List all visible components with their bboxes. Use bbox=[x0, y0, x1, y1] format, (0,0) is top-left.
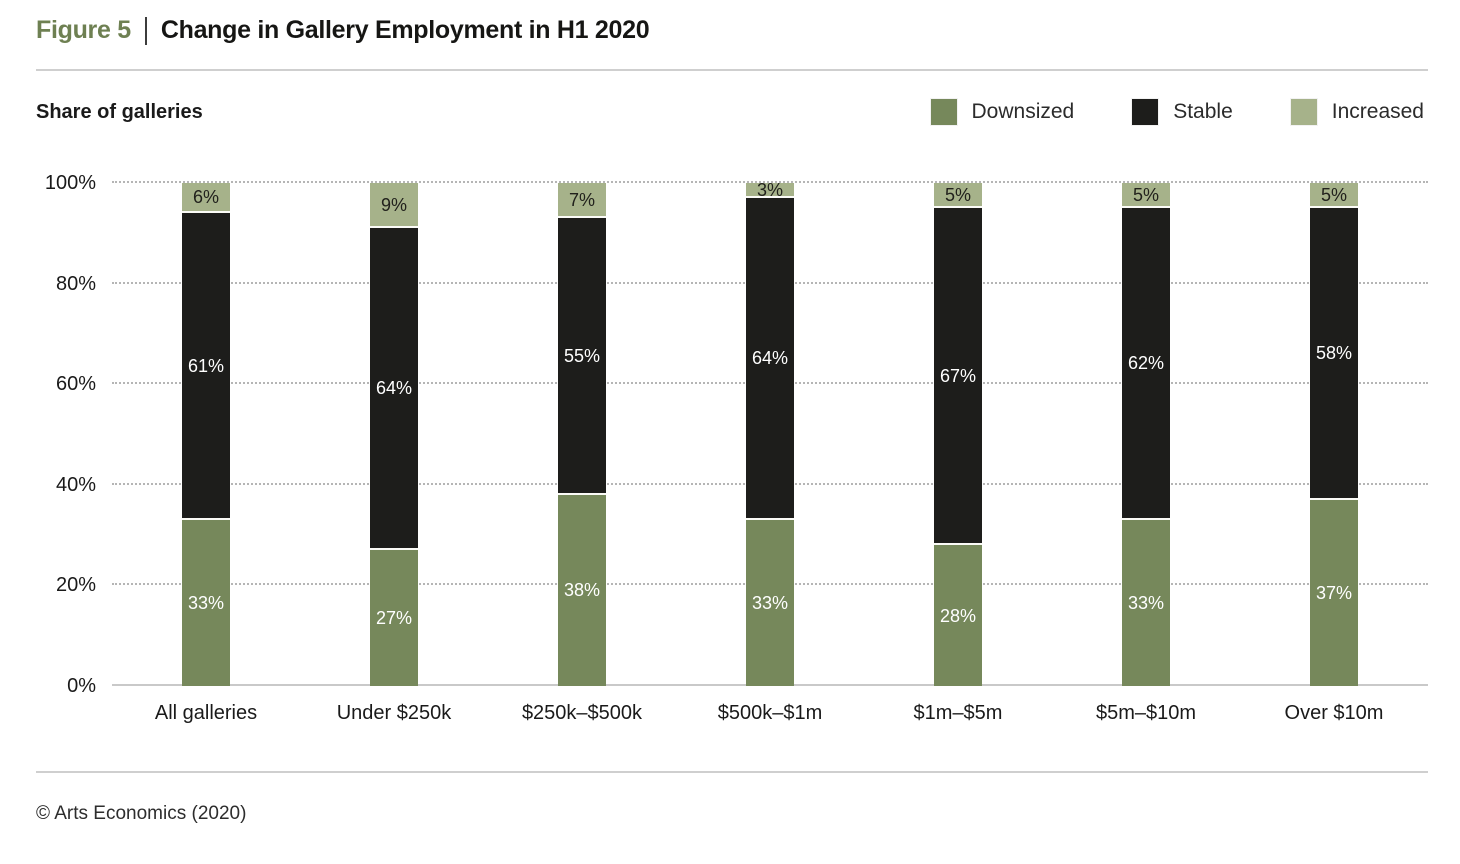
bar-segment-stable: 55% bbox=[558, 218, 606, 495]
figure-title-row: Figure 5 Change in Gallery Employment in… bbox=[36, 16, 1428, 45]
x-axis-label: $250k–$500k bbox=[521, 702, 643, 724]
bar-segment-increased: 7% bbox=[558, 183, 606, 219]
title-divider bbox=[144, 16, 147, 45]
figure-number-label: Figure 5 bbox=[36, 16, 131, 44]
subheader-row: Share of galleries Downsized Stable Increa… bbox=[36, 98, 1428, 126]
bar-segment-increased: 9% bbox=[370, 183, 418, 229]
bar-column: 28% 67% 5% bbox=[864, 183, 1052, 686]
gridline-100 bbox=[112, 181, 1428, 183]
bar-segment-increased: 3% bbox=[746, 181, 794, 199]
legend-swatch-icon bbox=[929, 98, 958, 126]
stacked-bar: 37% 58% 5% bbox=[1310, 183, 1358, 686]
y-axis-tick: 100% bbox=[44, 172, 96, 194]
x-axis-label: Over $10m bbox=[1284, 702, 1384, 724]
bar-segment-downsized: 33% bbox=[1122, 520, 1170, 686]
bar-segment-downsized: 33% bbox=[182, 520, 230, 686]
x-axis-label: $1m–$5m bbox=[913, 702, 1003, 724]
x-axis-label: $500k–$1m bbox=[717, 702, 823, 724]
bar-column: 27% 64% 9% bbox=[300, 183, 488, 686]
bar-segment-downsized: 37% bbox=[1310, 499, 1358, 686]
y-axis-tick: 20% bbox=[55, 574, 96, 597]
legend-item-stable: Stable bbox=[1131, 98, 1233, 126]
stacked-bar: 27% 64% 9% bbox=[370, 183, 418, 686]
stacked-bar: 28% 67% 5% bbox=[934, 183, 982, 686]
bar-column: 37% 58% 5% bbox=[1240, 183, 1428, 686]
bar-column: 38% 55% 7% bbox=[488, 183, 676, 686]
stacked-bar: 38% 55% 7% bbox=[558, 183, 606, 686]
y-axis-tick: 80% bbox=[55, 272, 96, 295]
legend-label: Stable bbox=[1173, 100, 1233, 123]
bottom-divider-line bbox=[36, 771, 1428, 773]
bar-segment-stable: 67% bbox=[934, 208, 982, 546]
page-title: Change in Gallery Employment in H1 2020 bbox=[160, 16, 650, 44]
bar-segment-downsized: 28% bbox=[934, 545, 982, 686]
plot-area: 33% 61% 6% 27% 64% 9% 38% 55% 7% 33% 64% 3% 28% 67% 5%… bbox=[112, 181, 1428, 686]
legend-label: Downsized bbox=[971, 100, 1075, 123]
bars-container: 33% 61% 6% 27% 64% 9% 38% 55% 7% 33% 64% 3% 28% 67% 5%… bbox=[112, 181, 1428, 686]
stacked-bar-chart: 33% 61% 6% 27% 64% 9% 38% 55% 7% 33% 64% 3% 28% 67% 5%… bbox=[36, 173, 1428, 696]
bar-segment-downsized: 27% bbox=[370, 550, 418, 686]
bar-segment-stable: 58% bbox=[1310, 208, 1358, 500]
bar-segment-downsized: 33% bbox=[746, 520, 794, 686]
x-axis-label: All galleries bbox=[154, 702, 258, 724]
stacked-bar: 33% 61% 6% bbox=[182, 183, 230, 686]
legend-label: Increased bbox=[1331, 100, 1424, 123]
bar-segment-increased: 5% bbox=[934, 183, 982, 209]
stacked-bar: 33% 64% 3% bbox=[746, 181, 794, 686]
y-axis-title: Share of galleries bbox=[36, 100, 203, 123]
legend-swatch-icon bbox=[1131, 98, 1160, 126]
y-axis-tick: 0% bbox=[67, 675, 96, 697]
bar-segment-stable: 62% bbox=[1122, 208, 1170, 521]
bar-column: 33% 61% 6% bbox=[112, 183, 300, 686]
x-axis-label: Under $250k bbox=[336, 702, 452, 724]
top-divider-line bbox=[36, 69, 1428, 71]
bar-segment-stable: 61% bbox=[182, 213, 230, 521]
bar-segment-increased: 5% bbox=[1122, 183, 1170, 209]
legend-item-increased: Increased bbox=[1289, 98, 1424, 126]
bar-segment-stable: 64% bbox=[746, 198, 794, 521]
bar-column: 33% 62% 5% bbox=[1052, 183, 1240, 686]
copyright-text: © Arts Economics (2020) bbox=[36, 803, 247, 824]
bar-column: 33% 64% 3% bbox=[676, 181, 864, 686]
legend-swatch-icon bbox=[1289, 98, 1318, 126]
bar-segment-increased: 6% bbox=[182, 183, 230, 214]
bar-segment-stable: 64% bbox=[370, 228, 418, 551]
page: Figure 5 Change in Gallery Employment in… bbox=[36, 16, 1428, 824]
y-axis-tick: 40% bbox=[55, 473, 96, 496]
y-axis-tick: 60% bbox=[55, 373, 96, 396]
bar-segment-increased: 5% bbox=[1310, 183, 1358, 209]
stacked-bar: 33% 62% 5% bbox=[1122, 183, 1170, 686]
x-axis-labels: All galleries Under $250k $250k–$500k $500k… bbox=[112, 702, 1428, 725]
legend-item-downsized: Downsized bbox=[929, 98, 1075, 126]
bar-segment-downsized: 38% bbox=[558, 494, 606, 686]
legend: Downsized Stable Increased bbox=[929, 98, 1424, 126]
x-axis-label: $5m–$10m bbox=[1095, 702, 1197, 724]
